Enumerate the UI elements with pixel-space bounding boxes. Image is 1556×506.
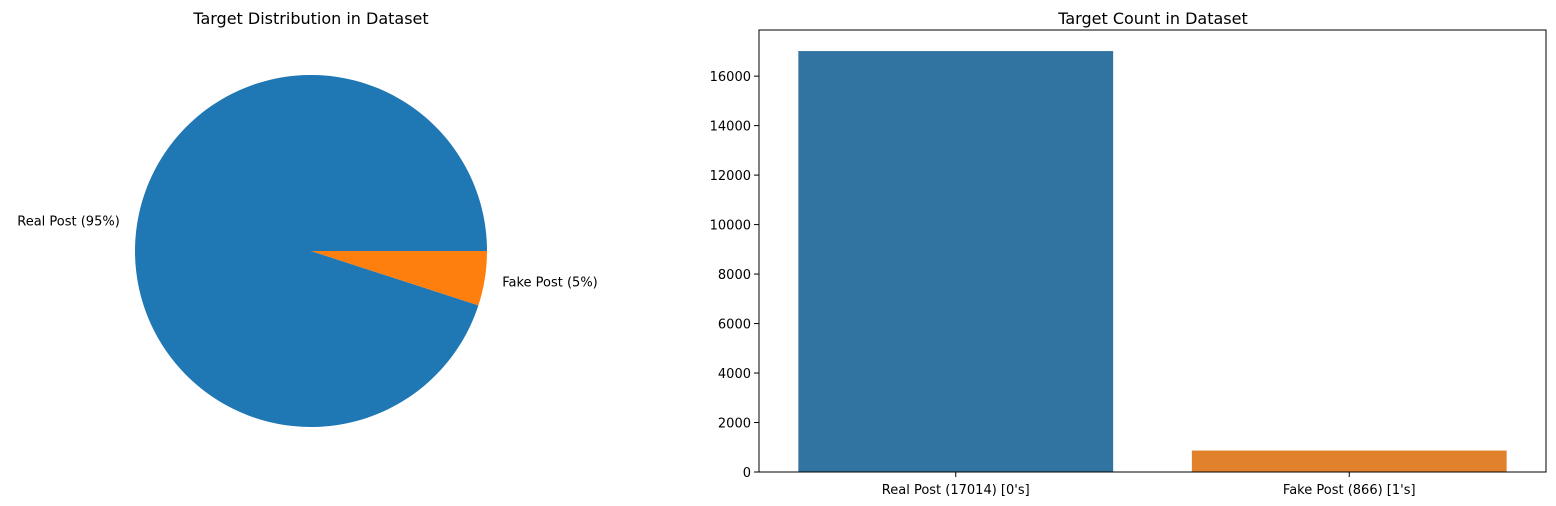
x-axis-ticks: Real Post (17014) [0's] Fake Post (866) [… [882,472,1416,498]
pie-slice [135,75,487,428]
pie-slice [311,251,487,306]
y-tick-label: 8000 [718,268,751,283]
y-tick-label: 14000 [710,120,751,135]
y-tick-label: 0 [743,466,751,481]
bar [1191,450,1507,472]
y-tick-label: 10000 [710,219,751,234]
pie-slice-label: Real Post (95%) [17,215,120,230]
pie-chart: Target Distribution in Dataset Real Post… [17,9,598,428]
x-tick-label: Real Post (17014) [0's] [882,483,1030,498]
pie-slices [135,75,487,428]
bar-chart: Target Count in Dataset 0 2000 4000 6000 800… [710,9,1547,498]
pie-slice-label: Fake Post (5%) [502,275,598,290]
y-tick-label: 4000 [718,367,751,382]
bars [798,51,1507,472]
bar-chart-title: Target Count in Dataset [1057,9,1248,28]
plot-frame [758,29,1547,473]
y-tick-label: 16000 [710,70,751,85]
x-tick-label: Fake Post (866) [1's] [1283,483,1416,498]
y-tick-label: 6000 [718,318,751,333]
y-axis-ticks: 0 2000 4000 6000 8000 10000 12000 14000 16000 [710,70,759,481]
y-tick-label: 2000 [718,417,751,432]
bar [798,51,1114,472]
y-tick-label: 12000 [710,169,751,184]
pie-labels: Real Post (95%) Fake Post (5%) [17,215,598,291]
pie-chart-title: Target Distribution in Dataset [192,9,428,28]
